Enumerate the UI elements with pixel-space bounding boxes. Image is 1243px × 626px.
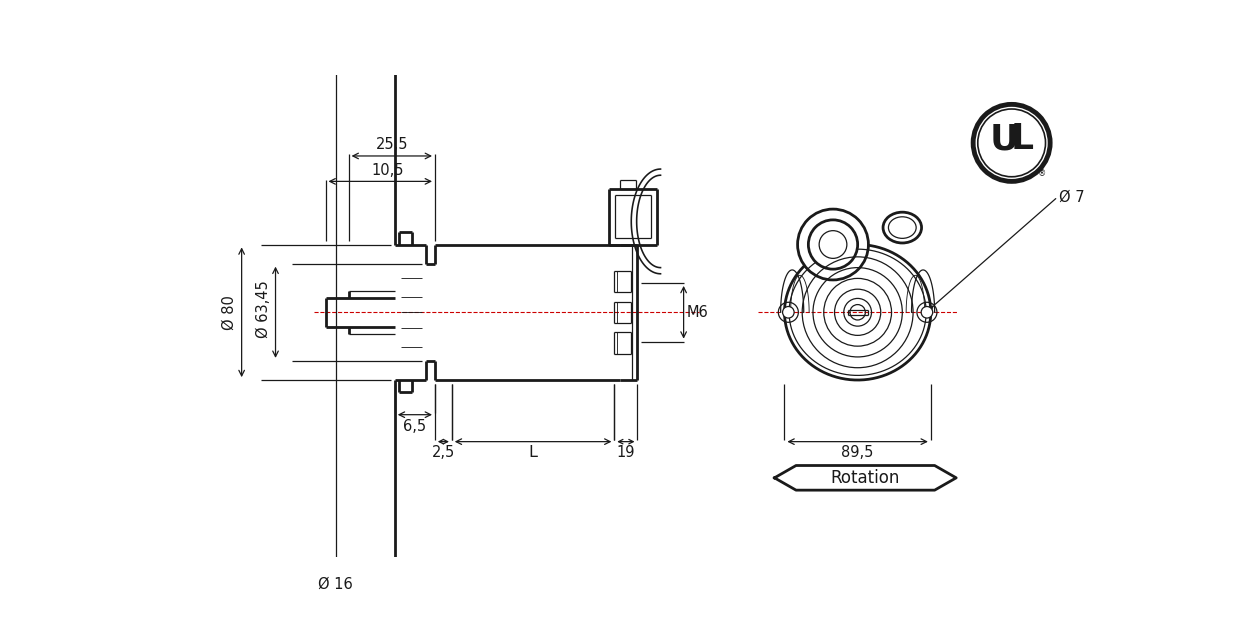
Text: 2,5: 2,5 — [431, 446, 455, 461]
Text: 6,5: 6,5 — [403, 419, 426, 434]
Text: Rotation: Rotation — [830, 469, 900, 487]
Ellipse shape — [883, 212, 921, 243]
Text: 19: 19 — [617, 446, 635, 461]
Text: 25,5: 25,5 — [375, 137, 408, 152]
Text: 89,5: 89,5 — [842, 446, 874, 461]
Text: Ø 80: Ø 80 — [222, 295, 237, 330]
Text: ®: ® — [1038, 169, 1047, 178]
Text: Ø 63,45: Ø 63,45 — [256, 280, 271, 338]
Text: M6: M6 — [686, 305, 709, 320]
Text: L: L — [1011, 122, 1034, 156]
Circle shape — [798, 209, 869, 280]
Circle shape — [783, 307, 794, 318]
Text: Ø 7: Ø 7 — [1059, 189, 1085, 204]
Text: 10,5: 10,5 — [372, 163, 404, 178]
Text: L: L — [528, 446, 537, 461]
Text: U: U — [989, 122, 1018, 156]
Circle shape — [978, 109, 1045, 177]
Circle shape — [973, 105, 1050, 182]
Circle shape — [921, 307, 932, 318]
Text: Ø 16: Ø 16 — [318, 577, 353, 592]
Circle shape — [819, 230, 846, 259]
Circle shape — [808, 220, 858, 269]
